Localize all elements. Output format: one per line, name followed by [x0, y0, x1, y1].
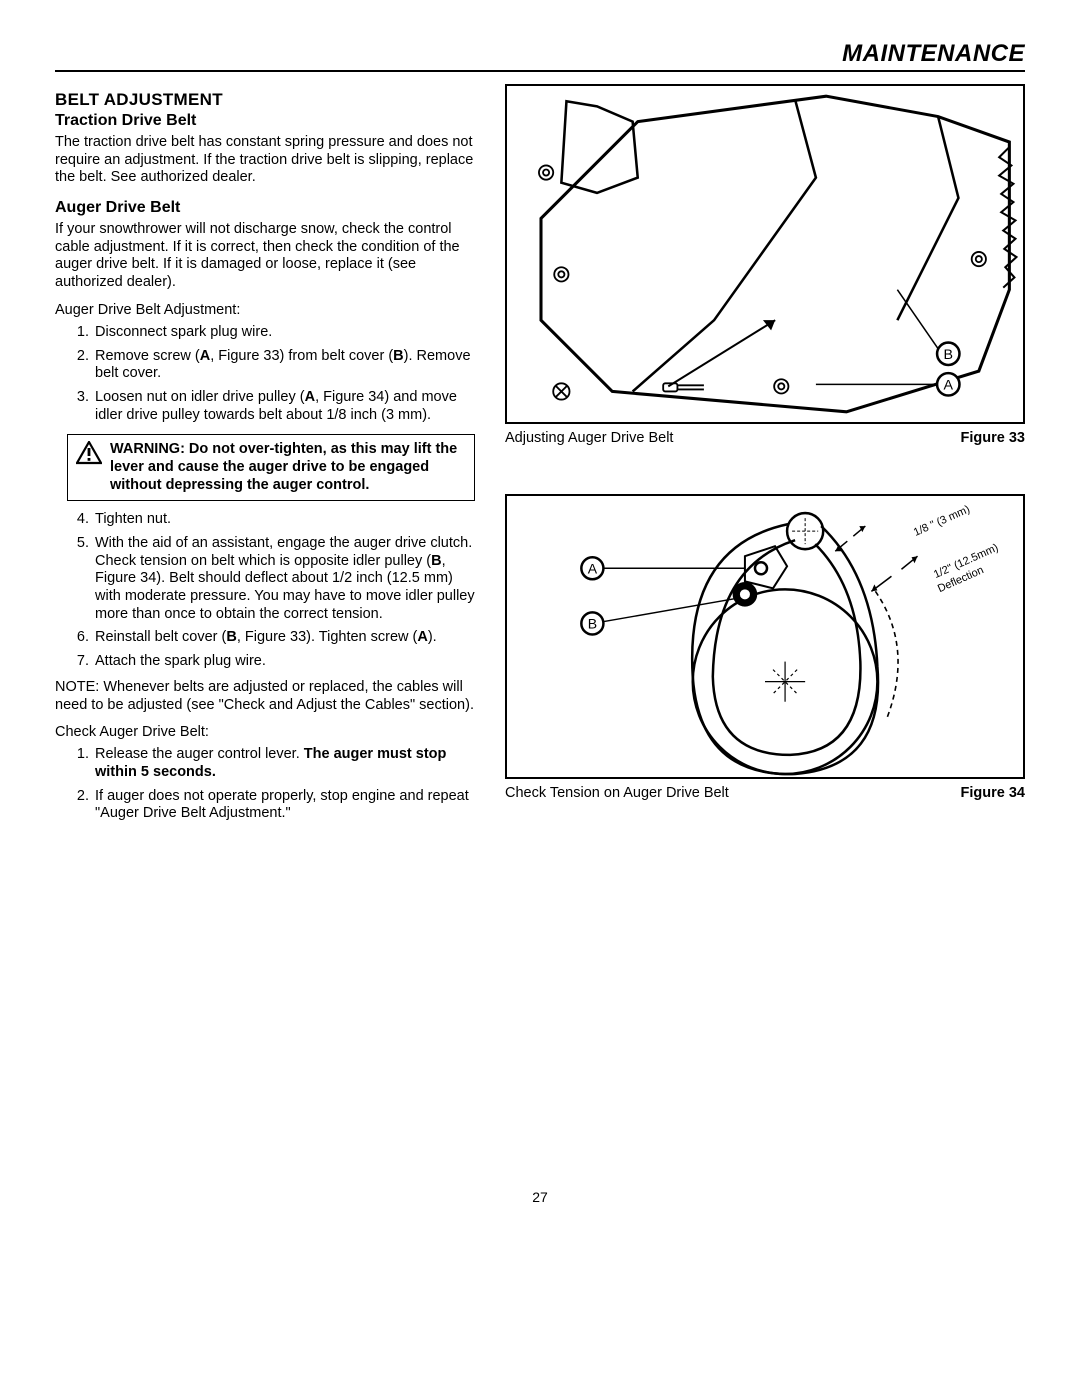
step-3-ref-a: A: [305, 389, 315, 405]
check-step-1: Release the auger control lever. The aug…: [93, 746, 475, 781]
step-3: Loosen nut on idler drive pulley (A, Fig…: [93, 389, 475, 424]
check-step-2: If auger does not operate properly, stop…: [93, 788, 475, 823]
check-1-text: Release the auger control lever.: [95, 746, 304, 762]
fig33-marker-b: B: [944, 347, 954, 363]
check-steps: Release the auger control lever. The aug…: [93, 746, 475, 823]
fig34-marker-a: A: [588, 560, 598, 576]
step-6-text3: ).: [428, 629, 437, 645]
step-6-text: Reinstall belt cover (: [95, 629, 226, 645]
step-2-text: Remove screw (: [95, 348, 200, 364]
figure-34-label: Figure 34: [961, 785, 1025, 801]
step-2-ref-a: A: [200, 348, 210, 364]
step-5-ref-b: B: [431, 553, 441, 569]
auger-heading: Auger Drive Belt: [55, 199, 475, 217]
check-label: Check Auger Drive Belt:: [55, 724, 475, 740]
figure-34-caption-row: Check Tension on Auger Drive Belt Figure…: [505, 785, 1025, 801]
page-number: 27: [55, 1189, 1025, 1205]
warning-box: WARNING: Do not over-tighten, as this ma…: [67, 434, 475, 501]
fig34-note-1: 1/8 " (3 mm): [912, 503, 972, 538]
warning-text: WARNING: Do not over-tighten, as this ma…: [110, 441, 466, 494]
step-6-text2: , Figure 33). Tighten screw (: [237, 629, 418, 645]
step-3-text: Loosen nut on idler drive pulley (: [95, 389, 305, 405]
right-column: A B Adjusting Auger Drive Belt Figure 33: [505, 84, 1025, 829]
left-column: BELT ADJUSTMENT Traction Drive Belt The …: [55, 84, 475, 829]
step-2-text2: , Figure 33) from belt cover (: [210, 348, 393, 364]
auger-body: If your snowthrower will not discharge s…: [55, 221, 475, 292]
adjustment-label: Auger Drive Belt Adjustment:: [55, 302, 475, 318]
step-2-ref-b: B: [393, 348, 403, 364]
two-column-layout: BELT ADJUSTMENT Traction Drive Belt The …: [55, 84, 1025, 829]
figure-33-caption-row: Adjusting Auger Drive Belt Figure 33: [505, 430, 1025, 446]
step-2: Remove screw (A, Figure 33) from belt co…: [93, 348, 475, 383]
step-6: Reinstall belt cover (B, Figure 33). Tig…: [93, 629, 475, 647]
figure-34-svg: A B 1/8 " (3 mm) 1/2" (12.5mm) Deflectio…: [507, 496, 1023, 777]
figure-34: A B 1/8 " (3 mm) 1/2" (12.5mm) Deflectio…: [505, 494, 1025, 779]
figure-33-caption: Adjusting Auger Drive Belt: [505, 430, 673, 446]
adjustment-steps-1: Disconnect spark plug wire. Remove screw…: [93, 324, 475, 424]
note-text: NOTE: Whenever belts are adjusted or rep…: [55, 679, 475, 714]
step-4: Tighten nut.: [93, 511, 475, 529]
step-5: With the aid of an assistant, engage the…: [93, 535, 475, 623]
traction-body: The traction drive belt has constant spr…: [55, 134, 475, 187]
figure-33-svg: A B: [507, 86, 1023, 422]
figure-33-label: Figure 33: [961, 430, 1025, 446]
step-6-ref-a: A: [417, 629, 427, 645]
figure-33: A B: [505, 84, 1025, 424]
step-5-text: With the aid of an assistant, engage the…: [95, 535, 472, 569]
step-7: Attach the spark plug wire.: [93, 653, 475, 671]
fig34-marker-b: B: [588, 615, 597, 631]
traction-heading: Traction Drive Belt: [55, 112, 475, 130]
fig33-marker-a: A: [944, 377, 954, 393]
adjustment-steps-2: Tighten nut. With the aid of an assistan…: [93, 511, 475, 671]
page-header: MAINTENANCE: [55, 40, 1025, 68]
section-heading: BELT ADJUSTMENT: [55, 90, 475, 110]
figure-34-caption: Check Tension on Auger Drive Belt: [505, 785, 729, 801]
step-6-ref-b: B: [226, 629, 236, 645]
warning-icon: [76, 441, 102, 465]
step-1: Disconnect spark plug wire.: [93, 324, 475, 342]
header-rule: MAINTENANCE: [55, 40, 1025, 72]
